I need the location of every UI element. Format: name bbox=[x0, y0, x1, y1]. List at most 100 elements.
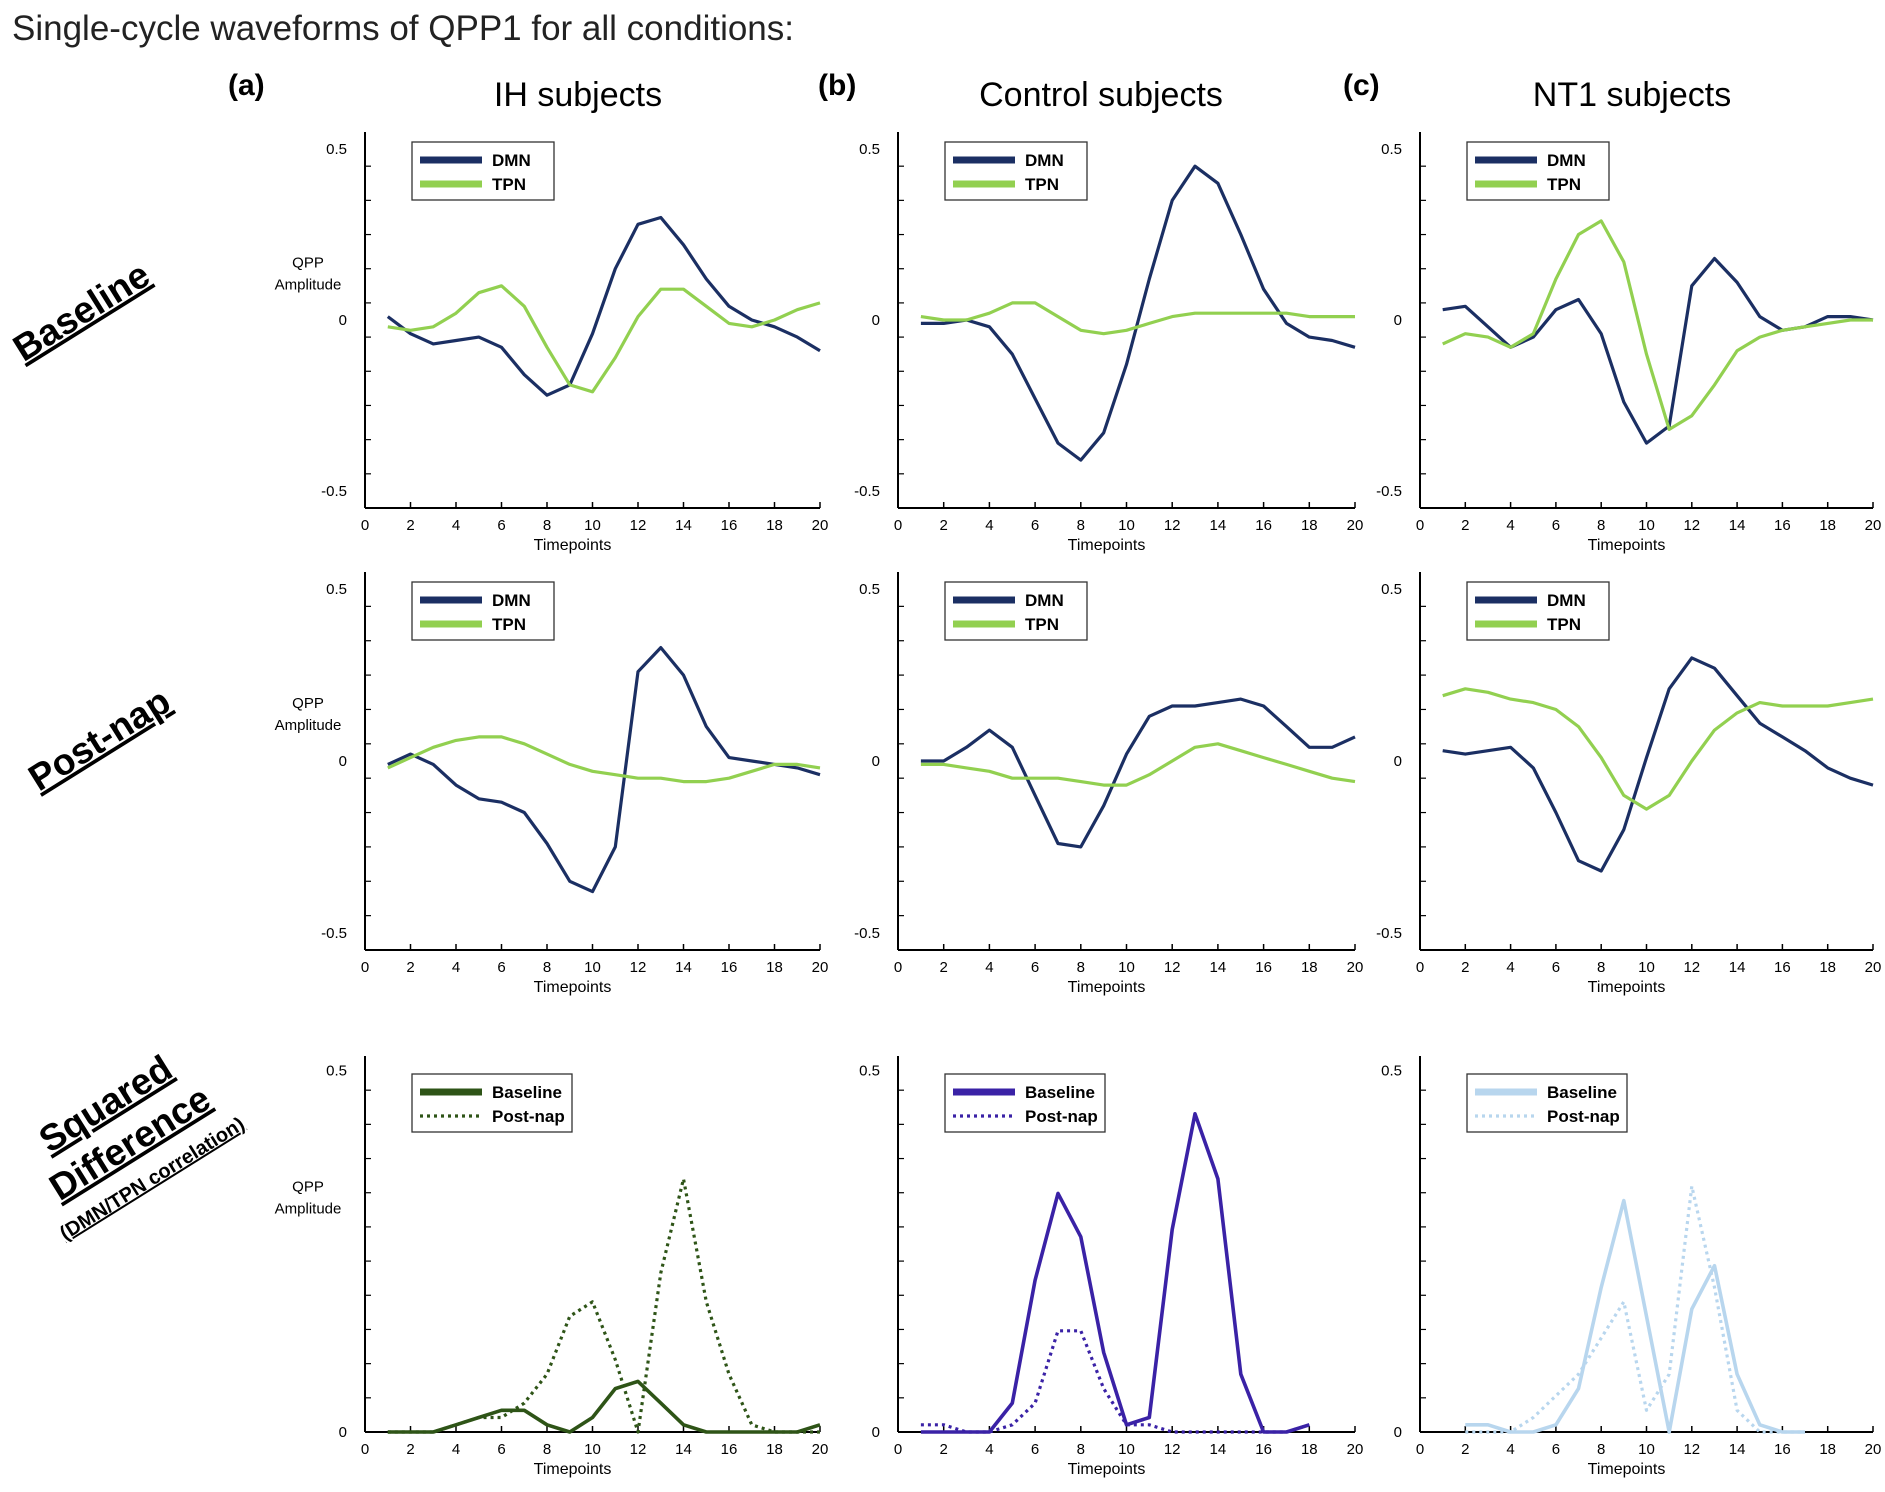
panel-ih-baseline: 0 2 4 6 8 10 12 14 16 18 20 0.5 0 -0.5 Timepoints QPP Am… bbox=[275, 132, 829, 554]
panel-control-post-nap: 0 2 4 6 8 10 12 14 16 18 20 0.5 0 -0.5 Timepoints DMN TP… bbox=[854, 572, 1363, 996]
x-tick-label: 14 bbox=[675, 1441, 692, 1458]
x-axis-label: Timepoints bbox=[1068, 537, 1146, 554]
x-tick-label: 16 bbox=[1774, 959, 1791, 976]
x-tick-label: 8 bbox=[1597, 1441, 1605, 1458]
column-a-label: IH subjects bbox=[494, 76, 662, 114]
legend-box bbox=[944, 141, 1088, 201]
legend-box bbox=[1466, 141, 1610, 201]
x-tick-label: 2 bbox=[406, 517, 414, 534]
column-b-label: Control subjects bbox=[979, 76, 1223, 114]
legend-label: TPN bbox=[492, 615, 526, 634]
x-tick-label: 12 bbox=[1683, 959, 1700, 976]
x-tick-label: 18 bbox=[766, 959, 783, 976]
x-tick-label: 8 bbox=[1077, 959, 1085, 976]
x-tick-label: 14 bbox=[1729, 1441, 1746, 1458]
y-tick-label: 0 bbox=[872, 1424, 880, 1441]
y-axis-label-line2: Amplitude bbox=[275, 717, 342, 734]
legend-label: TPN bbox=[1025, 615, 1059, 634]
y-axis-label-line1: QPP bbox=[292, 695, 324, 712]
y-tick-label: 0.5 bbox=[326, 1062, 347, 1079]
y-tick-label: 0 bbox=[339, 753, 347, 770]
x-tick-label: 6 bbox=[497, 959, 505, 976]
x-tick-label: 20 bbox=[1865, 959, 1882, 976]
row-label-baseline: Baseline bbox=[6, 254, 157, 369]
x-tick-label: 8 bbox=[1077, 517, 1085, 534]
y-tick-label: -0.5 bbox=[1376, 925, 1402, 942]
x-tick-label: 2 bbox=[940, 1441, 948, 1458]
legend-box bbox=[411, 581, 555, 641]
x-tick-label: 12 bbox=[1164, 959, 1181, 976]
x-tick-label: 14 bbox=[1210, 517, 1227, 534]
legend-label: Baseline bbox=[492, 1083, 562, 1102]
y-tick-label: 0.5 bbox=[859, 1062, 880, 1079]
x-tick-label: 20 bbox=[812, 1441, 829, 1458]
x-axis-label: Timepoints bbox=[1068, 979, 1146, 996]
x-tick-label: 0 bbox=[1416, 517, 1424, 534]
x-tick-label: 6 bbox=[1552, 1441, 1560, 1458]
legend-label: DMN bbox=[1547, 591, 1586, 610]
row-label-post-nap: Post-nap bbox=[21, 680, 177, 799]
series-line-post-nap bbox=[1465, 1184, 1805, 1434]
x-tick-label: 2 bbox=[406, 959, 414, 976]
legend-box bbox=[1466, 1073, 1628, 1133]
x-tick-label: 12 bbox=[1683, 517, 1700, 534]
series-line-dmn bbox=[1442, 656, 1874, 873]
x-tick-label: 0 bbox=[361, 517, 369, 534]
series-line-tpn bbox=[920, 742, 1356, 787]
series-line-tpn bbox=[387, 284, 821, 394]
legend-label: DMN bbox=[1547, 151, 1586, 170]
x-tick-label: 20 bbox=[1347, 1441, 1364, 1458]
x-tick-label: 4 bbox=[452, 959, 460, 976]
series-line-post-nap bbox=[387, 1177, 820, 1434]
x-tick-label: 4 bbox=[1506, 959, 1514, 976]
panel-nt1-baseline: 0 2 4 6 8 10 12 14 16 18 20 0.5 0 -0.5 Timepoints DMN TP… bbox=[1376, 132, 1881, 554]
x-tick-label: 10 bbox=[584, 1441, 601, 1458]
y-tick-label: 0 bbox=[1394, 753, 1402, 770]
legend-box bbox=[944, 1073, 1106, 1133]
x-axis-label: Timepoints bbox=[534, 537, 612, 554]
x-tick-label: 16 bbox=[1255, 1441, 1272, 1458]
x-tick-label: 16 bbox=[721, 517, 738, 534]
x-tick-label: 6 bbox=[1552, 959, 1560, 976]
y-tick-label: -0.5 bbox=[321, 483, 347, 500]
y-tick-label: -0.5 bbox=[1376, 483, 1402, 500]
legend-box bbox=[944, 581, 1088, 641]
x-tick-label: 14 bbox=[1729, 517, 1746, 534]
x-tick-label: 20 bbox=[812, 517, 829, 534]
x-tick-label: 18 bbox=[1819, 517, 1836, 534]
y-tick-label: 0 bbox=[872, 753, 880, 770]
legend-label: Post-nap bbox=[1547, 1107, 1620, 1126]
legend-label: Baseline bbox=[1547, 1083, 1617, 1102]
x-tick-label: 4 bbox=[1506, 517, 1514, 534]
panel-control-baseline: 0 2 4 6 8 10 12 14 16 18 20 0.5 0 -0.5 Timepoints DMN TP… bbox=[854, 132, 1363, 554]
x-tick-label: 0 bbox=[894, 959, 902, 976]
series-line-dmn bbox=[386, 215, 821, 397]
x-tick-label: 18 bbox=[1301, 1441, 1318, 1458]
x-tick-label: 8 bbox=[1597, 959, 1605, 976]
legend-label: TPN bbox=[1547, 175, 1581, 194]
x-tick-label: 0 bbox=[361, 1441, 369, 1458]
x-tick-label: 4 bbox=[1506, 1441, 1514, 1458]
series-line-baseline bbox=[1465, 1198, 1805, 1434]
x-tick-label: 6 bbox=[1031, 517, 1039, 534]
x-tick-label: 10 bbox=[1638, 1441, 1655, 1458]
x-tick-label: 16 bbox=[1255, 959, 1272, 976]
x-axis-label: Timepoints bbox=[534, 979, 612, 996]
x-tick-label: 6 bbox=[1031, 1441, 1039, 1458]
y-tick-label: 0.5 bbox=[326, 141, 347, 158]
panels: 0 2 4 6 8 10 12 14 16 18 200.50-0.5TimepointsQPPAm… bbox=[275, 132, 1882, 1478]
x-tick-label: 2 bbox=[940, 517, 948, 534]
x-tick-label: 20 bbox=[1347, 959, 1364, 976]
y-axis-label-line2: Amplitude bbox=[275, 1200, 342, 1217]
y-tick-label: 0.5 bbox=[859, 141, 880, 158]
x-tick-label: 10 bbox=[584, 517, 601, 534]
column-c-letter: (c) bbox=[1343, 69, 1380, 102]
x-tick-label: 10 bbox=[584, 959, 601, 976]
x-tick-label: 18 bbox=[1301, 959, 1318, 976]
y-tick-label: 0 bbox=[339, 312, 347, 329]
panel-control-squared-difference: 0 2 4 6 8 10 12 14 16 18 20 0.5 0 Timepoints Baseline P… bbox=[859, 1056, 1363, 1478]
x-tick-label: 4 bbox=[452, 517, 460, 534]
legend-label: DMN bbox=[492, 591, 531, 610]
legend-label: DMN bbox=[492, 151, 531, 170]
